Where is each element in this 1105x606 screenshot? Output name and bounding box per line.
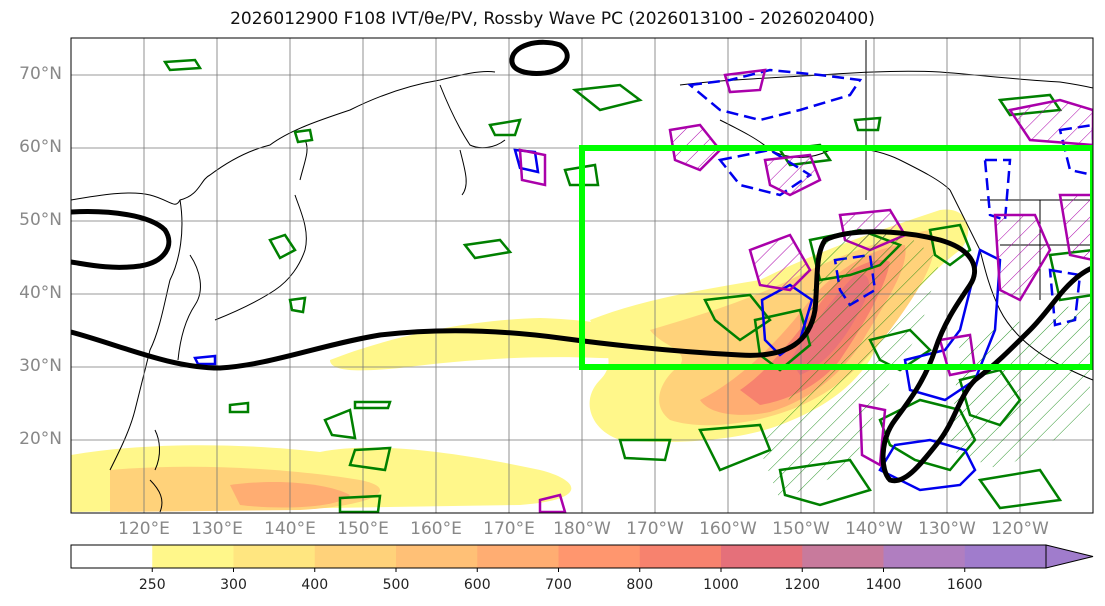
- colorbar-tick-label: 1400: [865, 577, 902, 593]
- lon-label-140w: 140°W: [845, 519, 903, 539]
- colorbar-tick-label: 500: [382, 577, 410, 593]
- map-title: 2026012900 F108 IVT/θe/PV, Rossby Wave P…: [230, 9, 875, 29]
- lon-label-150w: 150°W: [772, 519, 830, 539]
- colorbar-cell: [721, 545, 803, 568]
- colorbar-cell: [477, 545, 559, 568]
- colorbar-cell: [883, 545, 966, 568]
- map-frame: [70, 37, 1094, 514]
- colorbar-tick-label: 1200: [784, 577, 821, 593]
- colorbar-cell: [639, 545, 722, 568]
- lat-label-50n: 50°N: [19, 210, 62, 230]
- colorbar-cell: [233, 545, 316, 568]
- lon-label-170w: 170°W: [626, 519, 684, 539]
- colorbar-tick-label: 1000: [703, 577, 739, 593]
- lon-label-140e: 140°E: [264, 519, 316, 539]
- lon-label-160e: 160°E: [410, 519, 462, 539]
- colorbar-cell: [964, 545, 1047, 568]
- colorbar-tick-label: 600: [463, 577, 491, 593]
- pv-contours: [71, 39, 1093, 484]
- colorbar-cell: [396, 545, 478, 568]
- colorbar-tick-label: 1600: [946, 577, 983, 593]
- rossby-wave-box: [579, 145, 1093, 370]
- negative-pc-contours: [193, 68, 1093, 492]
- lat-label-70n: 70°N: [19, 64, 62, 84]
- lon-label-150e: 150°E: [337, 519, 389, 539]
- lon-label-120w: 120°W: [991, 519, 1049, 539]
- lon-label-130e: 130°E: [191, 519, 243, 539]
- colorbar-cell: [152, 545, 234, 568]
- colorbar-tick-label: 700: [545, 577, 572, 593]
- lon-label-160w: 160°W: [699, 519, 757, 539]
- lon-label-170e: 170°E: [483, 519, 535, 539]
- colorbar-tick-label: 400: [301, 577, 329, 593]
- positive-pc-contours: [518, 68, 1093, 513]
- colorbar-extend-arrow: [1045, 544, 1094, 569]
- colorbar-tick-label: 250: [138, 577, 166, 593]
- colorbar-cell: [802, 545, 884, 568]
- lat-label-60n: 60°N: [19, 137, 62, 157]
- lon-label-120e: 120°E: [118, 519, 170, 539]
- colorbar-tick-label: 300: [220, 577, 247, 593]
- colorbar-cell: [558, 545, 641, 568]
- colorbar-cell: [314, 545, 397, 568]
- lon-label-130w: 130°W: [918, 519, 976, 539]
- lat-label-40n: 40°N: [19, 283, 62, 303]
- colorbar-tick-label: 800: [626, 577, 654, 593]
- lat-label-20n: 20°N: [19, 429, 62, 449]
- lat-label-30n: 30°N: [19, 356, 62, 376]
- lon-label-180w: 180°W: [553, 519, 611, 539]
- colorbar-cell: [71, 545, 153, 568]
